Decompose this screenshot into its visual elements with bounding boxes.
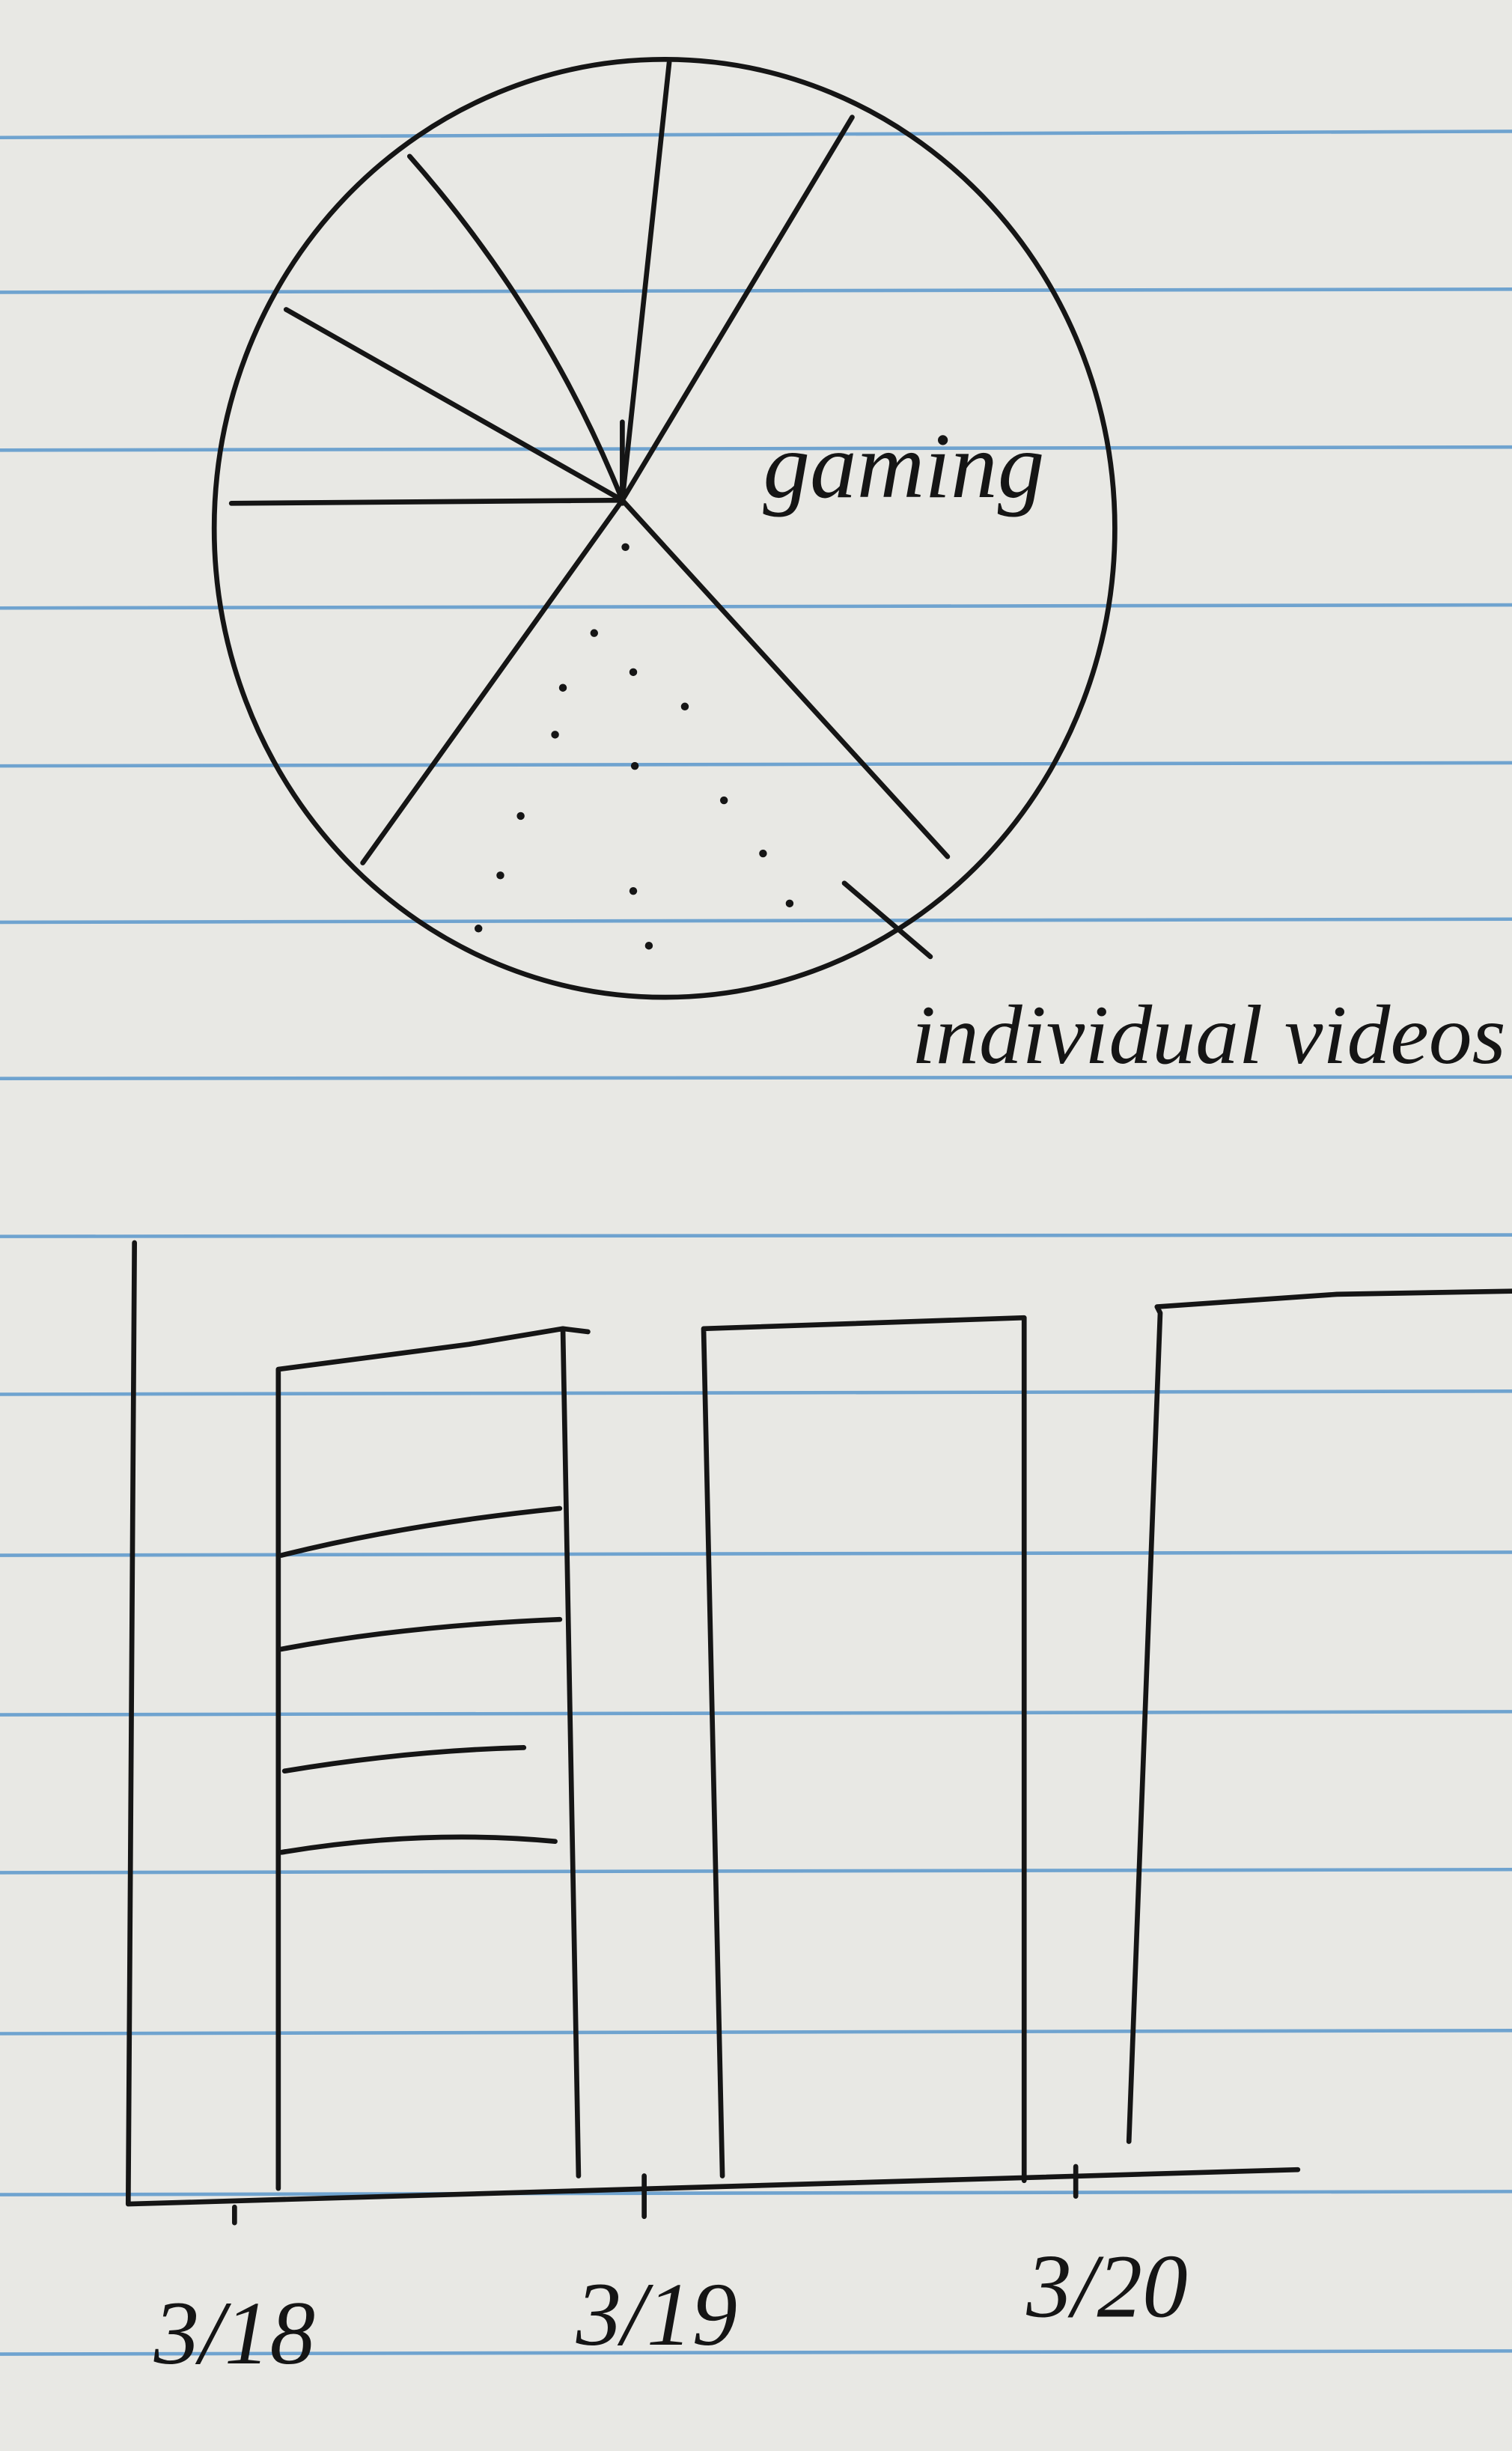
slice-label: gaming (763, 414, 1044, 518)
slice-label: individual videos (912, 989, 1506, 1082)
bar-segments (278, 1505, 563, 1855)
x-tick-label: 3/19 (576, 2265, 737, 2365)
axes (125, 1240, 1301, 2207)
pie-outline (211, 57, 1118, 1000)
x-ticks (231, 2164, 1079, 2226)
x-tick-label: 3/18 (153, 2283, 315, 2384)
stacked-bar (275, 1326, 582, 2191)
pie-slices (228, 60, 951, 865)
label-pointer (841, 880, 933, 960)
bar-sketch: 3/18 3/19 3/20 (125, 1240, 1512, 2384)
ruled-lines (0, 130, 1512, 2356)
bar (1126, 1288, 1512, 2144)
pie-sketch: gaming individual videos (211, 57, 1506, 1082)
bar (701, 1315, 1027, 2184)
dotted-slice (474, 543, 794, 950)
x-tick-label: 3/20 (1025, 2236, 1187, 2336)
bar-edge (560, 1326, 591, 1335)
